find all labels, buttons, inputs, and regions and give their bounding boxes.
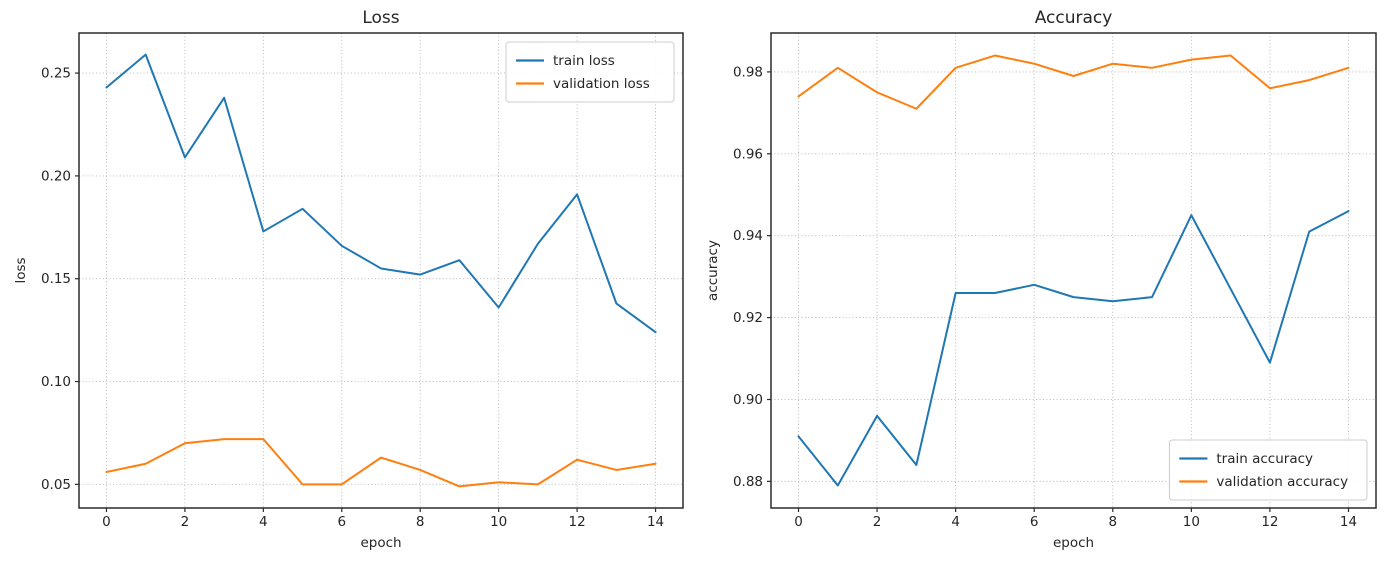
y-tick-label: 0.94 bbox=[733, 228, 763, 244]
x-tick-label: 4 bbox=[951, 514, 960, 530]
plot-area bbox=[79, 33, 683, 508]
y-tick-label: 0.20 bbox=[41, 168, 71, 184]
axes-spines bbox=[770, 32, 1377, 509]
y-tick-label: 0.92 bbox=[733, 310, 763, 326]
plot-area bbox=[771, 33, 1376, 508]
x-tick-label: 12 bbox=[1261, 514, 1278, 530]
axes-spines bbox=[78, 32, 684, 509]
legend-box bbox=[505, 41, 675, 103]
x-tick-label: 0 bbox=[102, 514, 111, 530]
x-tick-label: 4 bbox=[259, 514, 268, 530]
legend-label-train-accuracy: train accuracy bbox=[1216, 451, 1313, 467]
legend-label-validation-loss: validation loss bbox=[553, 76, 650, 92]
x-axis-label: epoch bbox=[360, 535, 401, 551]
series-line-train-loss bbox=[105, 53, 657, 334]
y-axis-label: loss bbox=[13, 257, 29, 283]
series-line-validation-loss bbox=[105, 438, 657, 488]
y-tick-label: 0.98 bbox=[733, 64, 763, 80]
accuracy-chart: 0 2 4 6 8 10 12 14 0.88 0.90 0.92 0.94 0.96 0.98 Accur… bbox=[705, 8, 1377, 551]
y-tick-label: 0.96 bbox=[733, 146, 763, 162]
y-tick-label: 0.15 bbox=[41, 271, 71, 287]
y-tick-label: 0.88 bbox=[733, 474, 763, 490]
x-tick-label: 10 bbox=[1183, 514, 1200, 530]
legend: train accuracy validation accuracy bbox=[1168, 439, 1368, 501]
x-tick-label: 2 bbox=[181, 514, 190, 530]
legend: train loss validation loss bbox=[505, 41, 675, 103]
x-axis-label: epoch bbox=[1053, 535, 1094, 551]
x-tick-label: 12 bbox=[569, 514, 586, 530]
x-tick-label: 2 bbox=[873, 514, 882, 530]
x-tick-label: 8 bbox=[1108, 514, 1117, 530]
y-axis-label: accuracy bbox=[705, 240, 721, 301]
x-tick-label: 0 bbox=[794, 514, 803, 530]
y-tick-label: 0.90 bbox=[733, 392, 763, 408]
x-tick-label: 14 bbox=[647, 514, 664, 530]
x-tick-label: 8 bbox=[416, 514, 425, 530]
chart-title: Loss bbox=[362, 8, 399, 28]
y-tick-label: 0.10 bbox=[41, 374, 71, 390]
x-tick-label: 6 bbox=[1030, 514, 1039, 530]
x-tick-label: 6 bbox=[337, 514, 346, 530]
legend-label-validation-accuracy: validation accuracy bbox=[1216, 474, 1348, 490]
loss-chart: 0 2 4 6 8 10 12 14 0.05 0.10 0.15 0.20 0.25 Loss epoch… bbox=[13, 8, 684, 551]
x-tick-label: 14 bbox=[1340, 514, 1357, 530]
legend-label-train-loss: train loss bbox=[553, 53, 615, 69]
chart-title: Accuracy bbox=[1035, 8, 1113, 28]
legend-box bbox=[1168, 439, 1368, 501]
y-tick-label: 0.25 bbox=[41, 66, 71, 82]
series-line-validation-accuracy bbox=[797, 54, 1350, 110]
x-tick-label: 10 bbox=[490, 514, 507, 530]
y-tick-label: 0.05 bbox=[41, 477, 71, 493]
series-line-train-accuracy bbox=[797, 210, 1350, 487]
